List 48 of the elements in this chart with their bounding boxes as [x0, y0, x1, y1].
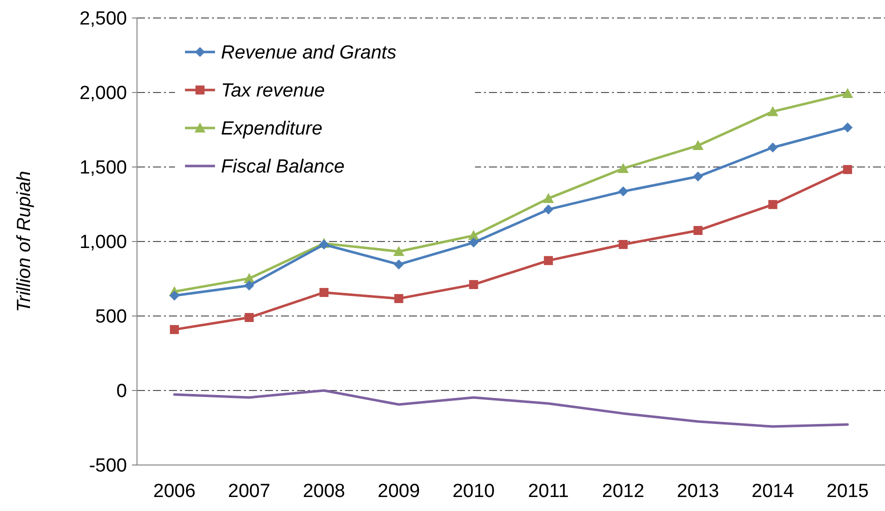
point	[618, 186, 628, 196]
point	[170, 325, 179, 334]
point	[842, 122, 853, 133]
x-tick-label: 2011	[528, 481, 569, 502]
point	[320, 288, 328, 297]
y-tick-label: 1,000	[79, 232, 127, 254]
x-tick-label: 2015	[826, 481, 869, 502]
y-axis-title: Trillion of Rupiah	[14, 170, 35, 312]
y-tick-label: 1,500	[79, 158, 127, 179]
x-tick-label: 2014	[752, 481, 794, 502]
x-tick-label: 2008	[302, 481, 346, 502]
point	[768, 200, 778, 210]
point	[544, 256, 553, 266]
point	[843, 165, 852, 174]
line-series	[173, 389, 849, 428]
legend-label: Tax revenue	[221, 80, 325, 102]
y-tick-label: 2,500	[79, 8, 127, 30]
x-tick-label: 2009	[378, 481, 420, 502]
point	[692, 140, 704, 150]
x-tick-label: 2006	[153, 481, 196, 502]
point	[542, 192, 554, 203]
point	[842, 88, 854, 98]
point	[394, 294, 404, 304]
point	[767, 106, 778, 116]
point	[169, 290, 180, 301]
point	[618, 162, 629, 173]
legend-label: Expenditure	[221, 118, 322, 140]
x-tick-label: 2007	[228, 481, 270, 502]
x-tick-label: 2013	[676, 481, 720, 502]
point	[693, 172, 703, 182]
x-tick-label: 2012	[602, 481, 644, 502]
point	[768, 142, 778, 152]
point	[618, 240, 628, 249]
legend-label: Revenue and Grants	[221, 42, 397, 64]
y-tick-label: 500	[95, 306, 127, 328]
point	[393, 246, 404, 256]
y-tick-label: -500	[88, 456, 127, 477]
point	[468, 238, 479, 248]
y-tick-label: 0	[116, 381, 127, 402]
legend-label: Fiscal Balance	[221, 156, 345, 178]
point	[244, 312, 254, 322]
point	[469, 280, 478, 290]
x-tick-label: 2010	[452, 481, 495, 502]
point	[394, 259, 404, 270]
point	[244, 280, 254, 290]
y-tick-label: 2,000	[79, 83, 127, 104]
point	[694, 226, 702, 235]
point	[543, 204, 554, 214]
